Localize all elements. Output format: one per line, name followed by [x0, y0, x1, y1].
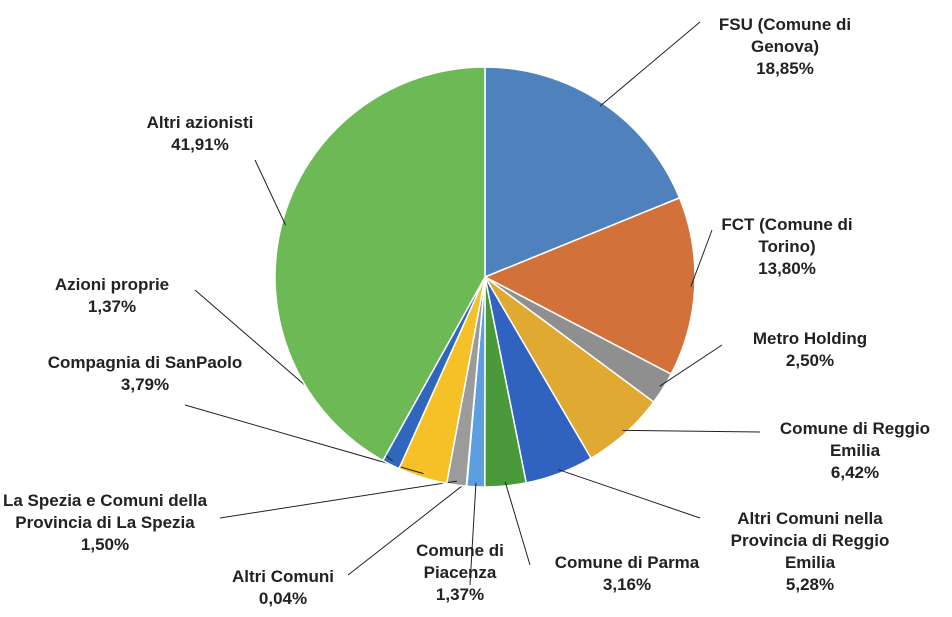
- value-label: 1,37%: [435, 585, 485, 604]
- slice-label: Comune di Piacenza 1,37%: [405, 540, 515, 606]
- category-label: Azioni proprie: [54, 275, 170, 294]
- leader-line: [254, 159, 287, 226]
- leader-line: [469, 482, 477, 586]
- value-label: 1,37%: [87, 297, 137, 316]
- category-label: FCT (Comune di Torino): [721, 215, 853, 256]
- value-label: 3,79%: [120, 375, 170, 394]
- value-label: 0,04%: [258, 589, 308, 608]
- slice-label: Comune di Parma 3,16%: [532, 552, 722, 596]
- leader-line: [219, 480, 458, 519]
- pie-slice: [274, 66, 486, 462]
- slice-label: Altri azionisti 41,91%: [110, 112, 290, 156]
- leader-line: [659, 344, 723, 387]
- category-label: Comune di Piacenza: [416, 541, 504, 582]
- category-label: Altri azionisti: [146, 113, 254, 132]
- value-label: 3,16%: [602, 575, 652, 594]
- slice-label: FSU (Comune di Genova) 18,85%: [700, 14, 870, 80]
- category-label: Comune di Reggio Emilia: [779, 419, 931, 460]
- value-label: 1,50%: [80, 535, 130, 554]
- value-label: 5,28%: [785, 575, 835, 594]
- value-label: 2,50%: [785, 351, 835, 370]
- leader-line: [558, 469, 701, 519]
- category-label: Comune di Parma: [554, 553, 700, 572]
- pie-slice: [483, 196, 696, 376]
- leader-line: [347, 481, 468, 576]
- category-label: Metro Holding: [752, 329, 868, 348]
- category-label: Compagnia di SanPaolo: [47, 353, 243, 372]
- slice-label: Comune di Reggio Emilia 6,42%: [765, 418, 945, 484]
- leader-line: [504, 481, 531, 566]
- slice-label: Azioni proprie 1,37%: [22, 274, 202, 318]
- value-label: 13,80%: [758, 259, 816, 278]
- category-label: FSU (Comune di Genova): [718, 15, 852, 56]
- leader-line: [184, 404, 424, 475]
- slice-label: Altri Comuni 0,04%: [213, 566, 353, 610]
- category-label: Altri Comuni: [232, 567, 334, 586]
- slice-label: Metro Holding 2,50%: [730, 328, 890, 372]
- value-label: 41,91%: [171, 135, 229, 154]
- value-label: 18,85%: [756, 59, 814, 78]
- leader-line: [599, 21, 701, 107]
- leader-line: [622, 429, 761, 433]
- slice-label: Compagnia di SanPaolo 3,79%: [0, 352, 290, 396]
- slice-label: Altri Comuni nella Provincia di Reggio E…: [710, 508, 910, 596]
- slice-label: FCT (Comune di Torino) 13,80%: [702, 214, 872, 280]
- pie-slice: [484, 66, 681, 279]
- leader-line: [690, 229, 713, 287]
- category-label: La Spezia e Comuni della Provincia di La…: [2, 491, 208, 532]
- value-label: 6,42%: [830, 463, 880, 482]
- slice-label: La Spezia e Comuni della Provincia di La…: [0, 490, 213, 556]
- category-label: Altri Comuni nella Provincia di Reggio E…: [730, 509, 890, 572]
